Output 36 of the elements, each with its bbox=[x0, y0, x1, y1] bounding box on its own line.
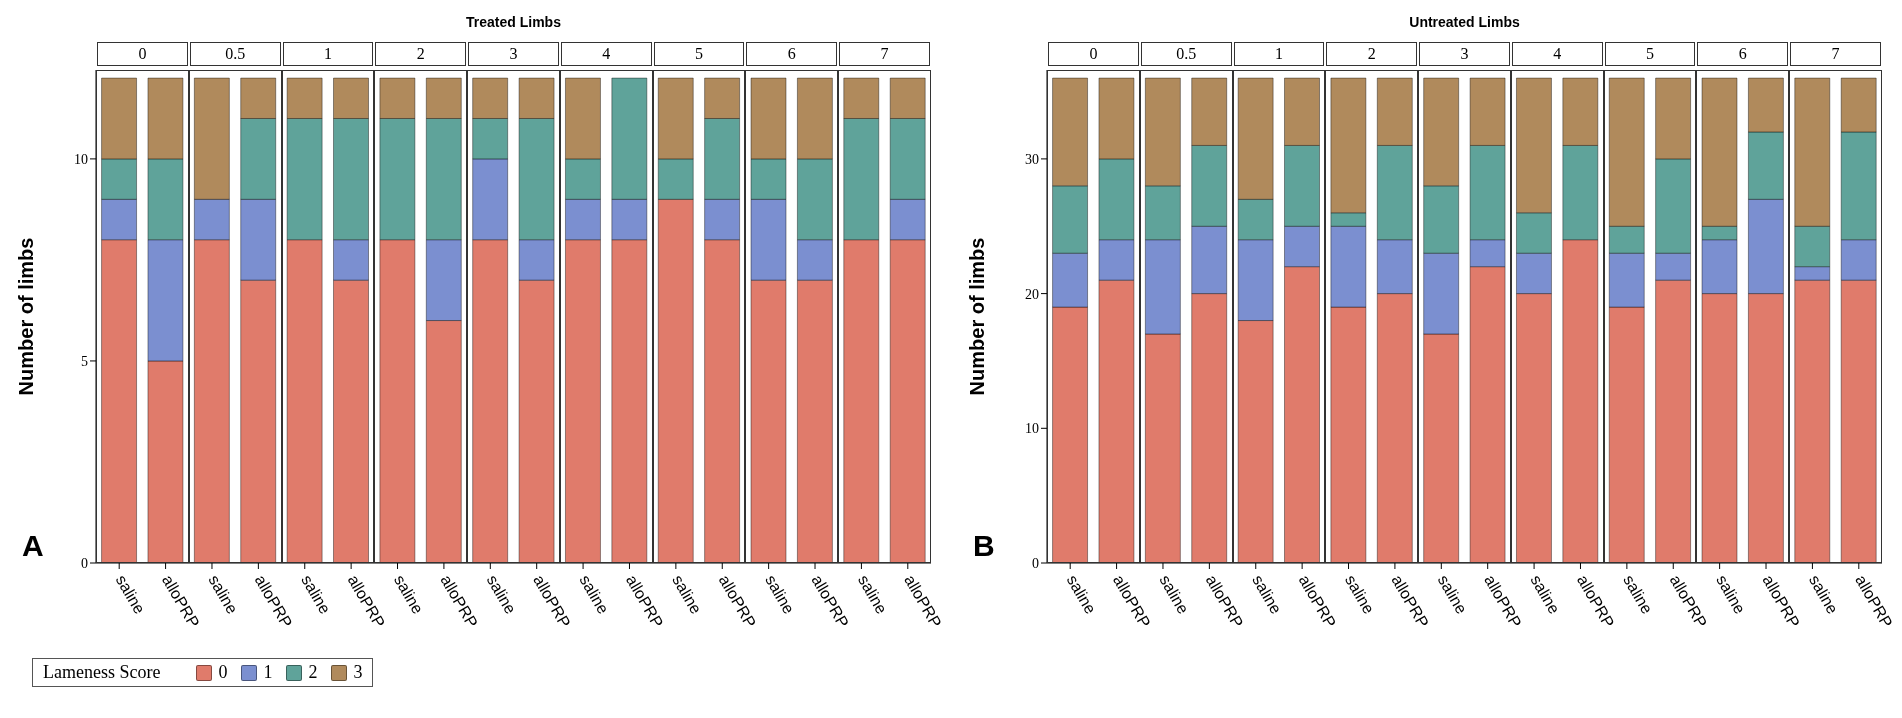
text: 3 bbox=[468, 42, 559, 66]
text: B bbox=[973, 529, 995, 563]
text: 1 bbox=[1233, 42, 1325, 66]
text: 6 bbox=[1697, 42, 1789, 66]
text: A bbox=[22, 529, 44, 563]
chart-title: Untreated Limbs bbox=[1408, 14, 1521, 30]
y-axis-title: Number of limbs bbox=[15, 237, 38, 396]
legend-label: 0 bbox=[218, 662, 228, 683]
legend-label: 2 bbox=[308, 662, 318, 683]
y-tick-label: 5 bbox=[81, 353, 88, 369]
y-tick-label: 0 bbox=[1032, 555, 1039, 571]
y-axis-title: Number of limbs bbox=[966, 237, 989, 396]
text: 4 bbox=[560, 42, 652, 66]
text: 2 bbox=[1326, 42, 1418, 66]
y-tick-label: 10 bbox=[1025, 421, 1039, 437]
text: 5 bbox=[1604, 42, 1696, 66]
text: 0.5 bbox=[189, 42, 281, 66]
text: 1 bbox=[282, 42, 374, 66]
text: 5 bbox=[653, 42, 745, 66]
text: 2 bbox=[375, 42, 467, 66]
legend-label: 1 bbox=[263, 662, 273, 683]
text: 3 bbox=[1419, 42, 1510, 66]
text: 6 bbox=[746, 42, 838, 66]
legend-label: 3 bbox=[353, 662, 363, 683]
y-tick-label: 0 bbox=[81, 555, 88, 571]
chart-title: Treated Limbs bbox=[465, 14, 562, 30]
y-tick-label: 30 bbox=[1025, 151, 1039, 167]
text: 4 bbox=[1511, 42, 1603, 66]
legend-title: Lameness Score bbox=[43, 662, 161, 683]
y-tick-label: 10 bbox=[74, 151, 88, 167]
text: 7 bbox=[839, 42, 930, 66]
y-tick-label: 20 bbox=[1025, 286, 1039, 302]
text: 0.5 bbox=[1140, 42, 1232, 66]
text: 0 bbox=[97, 42, 188, 66]
text: 7 bbox=[1790, 42, 1881, 66]
text: 0 bbox=[1048, 42, 1139, 66]
